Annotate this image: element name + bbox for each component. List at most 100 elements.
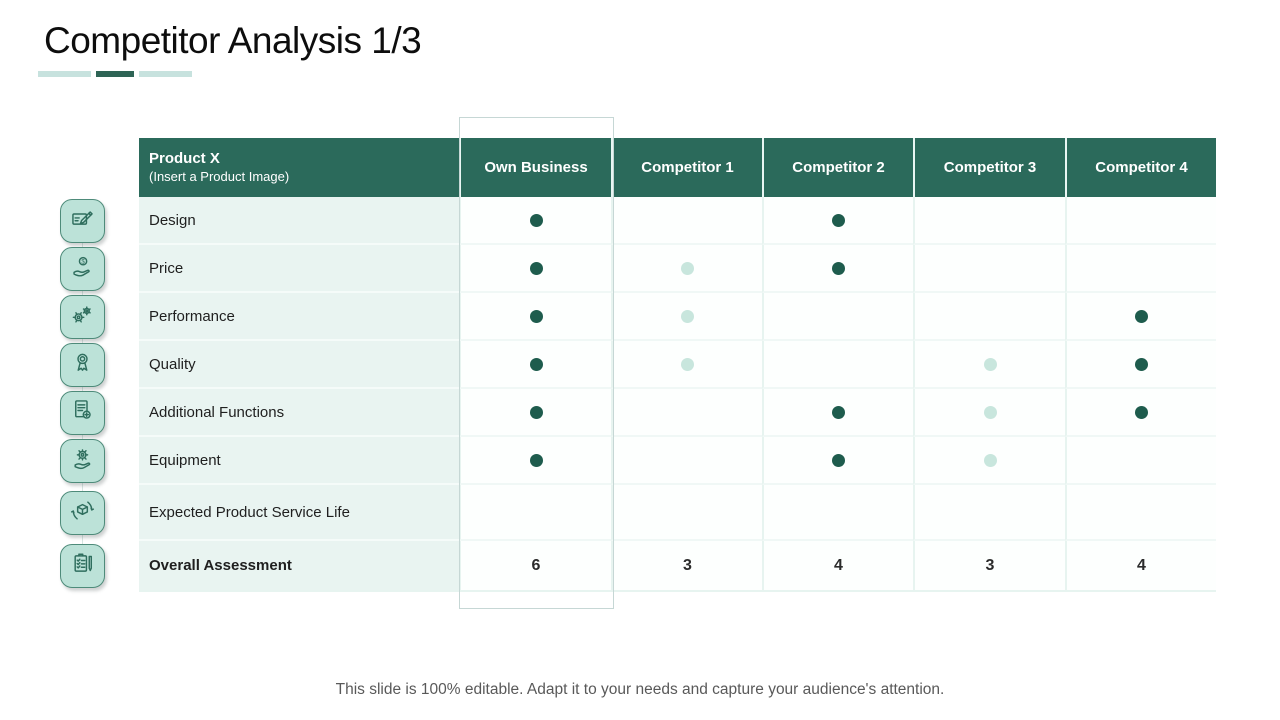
table-row: Design xyxy=(139,197,1216,245)
rating-cell xyxy=(913,389,1065,437)
rating-cell xyxy=(913,293,1065,341)
icon-box-quality-icon xyxy=(60,343,105,387)
dark-rating-dot xyxy=(529,213,543,227)
icon-box-design-icon xyxy=(60,199,105,243)
rating-cell xyxy=(1065,245,1216,293)
column-header-competitor-1: Competitor 1 xyxy=(611,138,762,197)
dark-rating-dot xyxy=(529,309,543,323)
icon-box-additional-functions-icon xyxy=(60,391,105,435)
rating-cell xyxy=(459,245,611,293)
underline-segment xyxy=(96,71,134,77)
rating-cell xyxy=(762,293,913,341)
column-header-competitor-3: Competitor 3 xyxy=(913,138,1065,197)
icon-box-equipment-icon xyxy=(60,439,105,483)
rating-cell xyxy=(611,341,762,389)
summary-value-cell: 3 xyxy=(611,541,762,592)
rating-cell xyxy=(1065,197,1216,245)
row-label: Design xyxy=(139,197,459,245)
row-label: Price xyxy=(139,245,459,293)
design-icon xyxy=(69,205,96,237)
dark-rating-dot xyxy=(529,453,543,467)
rating-cell xyxy=(611,437,762,485)
icon-box-assessment-icon xyxy=(60,544,105,588)
underline-segment xyxy=(38,71,91,77)
summary-value-cell: 4 xyxy=(762,541,913,592)
product-subtitle: (Insert a Product Image) xyxy=(149,168,290,184)
dark-rating-dot xyxy=(1135,357,1148,371)
footer-note: This slide is 100% editable. Adapt it to… xyxy=(335,681,945,698)
row-label: Performance xyxy=(139,293,459,341)
rating-cell xyxy=(1065,437,1216,485)
rating-cell xyxy=(913,245,1065,293)
table-row: Expected Product Service Life xyxy=(139,485,1216,541)
icon-box-price-icon: $ xyxy=(60,247,105,291)
assessment-icon xyxy=(69,550,96,582)
rating-cell xyxy=(459,389,611,437)
rating-cell xyxy=(1065,293,1216,341)
light-rating-dot xyxy=(983,453,997,467)
quality-icon xyxy=(69,349,96,381)
page-title: Competitor Analysis 1/3 xyxy=(44,20,422,61)
rating-cell xyxy=(459,437,611,485)
dark-rating-dot xyxy=(832,213,845,227)
rating-cell xyxy=(762,245,913,293)
equipment-icon xyxy=(69,445,96,477)
rating-cell xyxy=(611,245,762,293)
rating-cell xyxy=(611,485,762,541)
rating-cell xyxy=(1065,389,1216,437)
dark-rating-dot xyxy=(832,405,845,419)
rating-cell xyxy=(459,485,611,541)
competitor-table: Product X (Insert a Product Image) Own Bus… xyxy=(139,138,1216,592)
summary-value: 6 xyxy=(531,556,541,574)
table-row: Price xyxy=(139,245,1216,293)
performance-icon xyxy=(69,301,96,333)
price-icon: $ xyxy=(69,253,96,285)
summary-value: 4 xyxy=(834,556,843,574)
rating-cell xyxy=(459,293,611,341)
dark-rating-dot xyxy=(832,261,845,275)
rating-cell xyxy=(459,341,611,389)
dark-rating-dot xyxy=(529,357,543,371)
light-rating-dot xyxy=(983,357,997,371)
icon-box-performance-icon xyxy=(60,295,105,339)
rating-cell xyxy=(611,197,762,245)
svg-text:$: $ xyxy=(81,258,85,265)
light-rating-dot xyxy=(681,309,694,323)
row-label: Quality xyxy=(139,341,459,389)
column-header-competitor-4: Competitor 4 xyxy=(1065,138,1216,197)
summary-value-cell: 4 xyxy=(1065,541,1216,592)
table-row: Quality xyxy=(139,341,1216,389)
rating-cell xyxy=(459,197,611,245)
dark-rating-dot xyxy=(1135,309,1148,323)
row-label: Additional Functions xyxy=(139,389,459,437)
summary-value: 3 xyxy=(985,556,995,574)
additional-functions-icon xyxy=(69,397,96,429)
column-header-competitor-2: Competitor 2 xyxy=(762,138,913,197)
service-life-icon xyxy=(69,497,96,529)
rating-cell xyxy=(913,341,1065,389)
rating-cell xyxy=(762,485,913,541)
dark-rating-dot xyxy=(832,453,845,467)
title-underline xyxy=(38,71,192,77)
dark-rating-dot xyxy=(1135,405,1148,419)
underline-segment xyxy=(139,71,192,77)
summary-value: 3 xyxy=(683,556,692,574)
icon-box-service-life-icon xyxy=(60,491,105,535)
rating-cell xyxy=(913,437,1065,485)
table-row: Additional Functions xyxy=(139,389,1216,437)
summary-value-cell: 6 xyxy=(459,541,611,592)
rating-cell xyxy=(762,341,913,389)
light-rating-dot xyxy=(681,357,694,371)
product-header-cell: Product X (Insert a Product Image) xyxy=(139,138,459,197)
rating-cell xyxy=(762,197,913,245)
product-title: Product X xyxy=(149,150,220,167)
table-header-row: Product X (Insert a Product Image) Own Bus… xyxy=(139,138,1216,197)
summary-label: Overall Assessment xyxy=(139,541,459,592)
dark-rating-dot xyxy=(529,405,543,419)
rating-cell xyxy=(611,293,762,341)
table-row: Performance xyxy=(139,293,1216,341)
summary-value: 4 xyxy=(1137,556,1146,574)
rating-cell xyxy=(913,485,1065,541)
row-label: Equipment xyxy=(139,437,459,485)
